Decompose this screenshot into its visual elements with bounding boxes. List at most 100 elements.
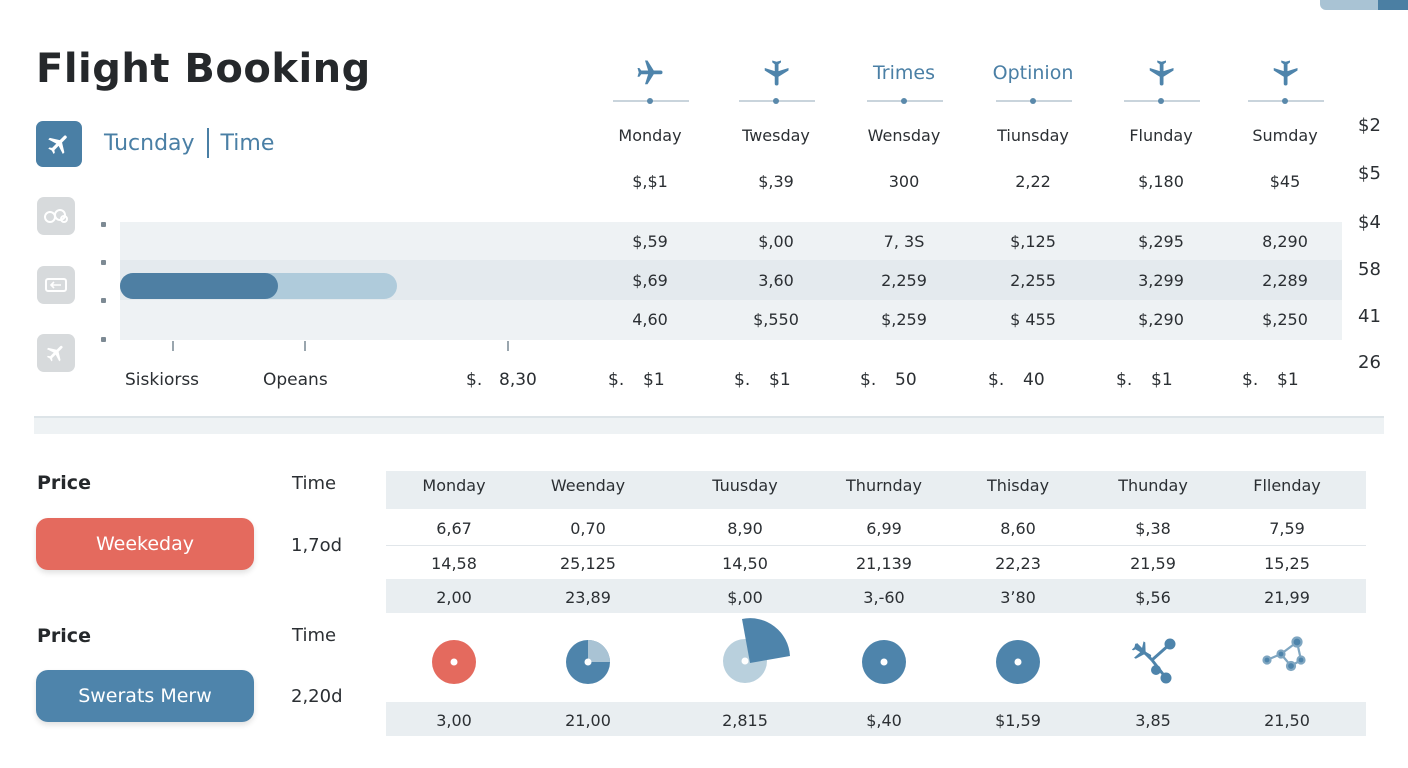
table-cell: 23,89 — [565, 588, 611, 607]
dot-icon[interactable] — [861, 639, 907, 685]
summary-value: $1 — [1277, 370, 1299, 390]
airplane-down-icon[interactable] — [756, 58, 796, 88]
price-cell: $,39 — [758, 172, 794, 191]
price-cell: 300 — [888, 172, 920, 191]
table-cell: 8,60 — [1000, 519, 1036, 538]
axis-tick — [304, 341, 306, 351]
day-header: Flunday — [1129, 126, 1193, 145]
day-header: Monday — [422, 476, 486, 495]
table-cell: $1,59 — [995, 711, 1041, 730]
column-header[interactable]: Optinion — [992, 62, 1074, 84]
day-header: Tiunsday — [997, 126, 1069, 145]
price-cell: 2,22 — [1015, 172, 1051, 191]
table-cell: 6,99 — [866, 519, 902, 538]
axis-dot — [101, 222, 106, 227]
day-header: Twesday — [742, 126, 810, 145]
link-icon[interactable] — [37, 197, 75, 235]
pie-chart-icon[interactable] — [565, 639, 611, 685]
table-cell: 22,23 — [995, 554, 1041, 573]
dot-red-icon[interactable] — [431, 639, 477, 685]
summary-value: 40 — [1023, 370, 1045, 390]
table-cell: 3,-60 — [863, 588, 905, 607]
table-cell: $,250 — [1262, 310, 1308, 329]
column-underline-dot — [1158, 98, 1164, 104]
ticket-icon[interactable] — [37, 266, 75, 304]
table-cell: $,00 — [758, 232, 794, 251]
right-value: $4 — [1358, 212, 1381, 233]
airplane-down-icon[interactable] — [1141, 58, 1181, 88]
right-value: $5 — [1358, 163, 1381, 184]
table-cell: 21,99 — [1264, 588, 1310, 607]
table-cell: $ 455 — [1010, 310, 1056, 329]
time-label[interactable]: Time — [220, 130, 275, 156]
column-header[interactable]: Trimes — [872, 62, 935, 84]
time-value: 2,20d — [291, 686, 343, 707]
swerats-merw-button[interactable]: Swerats Merw — [36, 670, 254, 722]
table-cell: 7,59 — [1269, 519, 1305, 538]
price-label: Price — [37, 625, 91, 647]
column-underline-dot — [647, 98, 653, 104]
table-cell: 2,289 — [1262, 271, 1308, 290]
price-cell: $,180 — [1138, 172, 1184, 191]
time-label: Time — [292, 625, 337, 646]
day-label[interactable]: Tucnday — [104, 130, 195, 156]
airplane-icon[interactable] — [36, 121, 82, 167]
summary-prefix: $. — [466, 370, 483, 390]
table-cell: $,550 — [753, 310, 799, 329]
day-header: Thunday — [1118, 476, 1188, 495]
axis-dot — [101, 260, 106, 265]
day-header: Weenday — [550, 476, 626, 495]
table-cell: 14,58 — [431, 554, 477, 573]
table-cell: 3,60 — [758, 271, 794, 290]
day-header: Thurnday — [846, 476, 922, 495]
date-time-selector[interactable]: Tucnday Time — [104, 128, 274, 158]
table-cell: 2,255 — [1010, 271, 1056, 290]
table-cell: 0,70 — [570, 519, 606, 538]
day-header: Monday — [618, 126, 682, 145]
pie-chart-icon[interactable] — [722, 618, 792, 684]
summary-value: $1 — [1151, 370, 1173, 390]
price-cell: $,$1 — [632, 172, 668, 191]
grid-header-band — [386, 471, 1366, 509]
airplane-down-icon[interactable] — [1265, 58, 1305, 88]
right-value: 26 — [1358, 352, 1381, 373]
row-band — [120, 300, 1342, 340]
network-icon[interactable] — [1261, 634, 1313, 678]
table-cell: 6,67 — [436, 519, 472, 538]
column-underline-dot — [773, 98, 779, 104]
grid-row-band — [386, 702, 1366, 736]
price-label: Price — [37, 472, 91, 494]
table-cell: $,00 — [727, 588, 763, 607]
page-title: Flight Booking — [36, 46, 371, 92]
day-header: Wensday — [867, 126, 941, 145]
airplane-network-icon[interactable] — [1126, 636, 1180, 686]
summary-prefix: $. — [608, 370, 625, 390]
grid-row-band — [386, 579, 1366, 613]
table-cell: $,38 — [1135, 519, 1171, 538]
table-cell: 21,00 — [565, 711, 611, 730]
weekday-button[interactable]: Weekeday — [36, 518, 254, 570]
axis-tick — [507, 341, 509, 351]
grid-divider — [386, 545, 1366, 546]
table-cell: 4,60 — [632, 310, 668, 329]
table-cell: 8,290 — [1262, 232, 1308, 251]
summary-value: 50 — [895, 370, 917, 390]
top-tab[interactable] — [1320, 0, 1408, 10]
dot-icon[interactable] — [995, 639, 1041, 685]
price-cell: $45 — [1269, 172, 1301, 191]
axis-label: Siskiorss — [125, 370, 200, 390]
table-cell: $,69 — [632, 271, 668, 290]
summary-prefix: $. — [1116, 370, 1133, 390]
airplane-icon[interactable] — [37, 334, 75, 372]
table-cell: 21,59 — [1130, 554, 1176, 573]
time-value: 1,7od — [291, 535, 343, 556]
airplane-icon[interactable] — [630, 58, 670, 88]
table-cell: 15,25 — [1264, 554, 1310, 573]
table-cell: 2,259 — [881, 271, 927, 290]
table-cell: $,295 — [1138, 232, 1184, 251]
day-header: Sumday — [1252, 126, 1318, 145]
table-cell: 3,00 — [436, 711, 472, 730]
right-value: $2 — [1358, 115, 1381, 136]
time-label: Time — [292, 473, 337, 494]
table-cell: 3,85 — [1135, 711, 1171, 730]
